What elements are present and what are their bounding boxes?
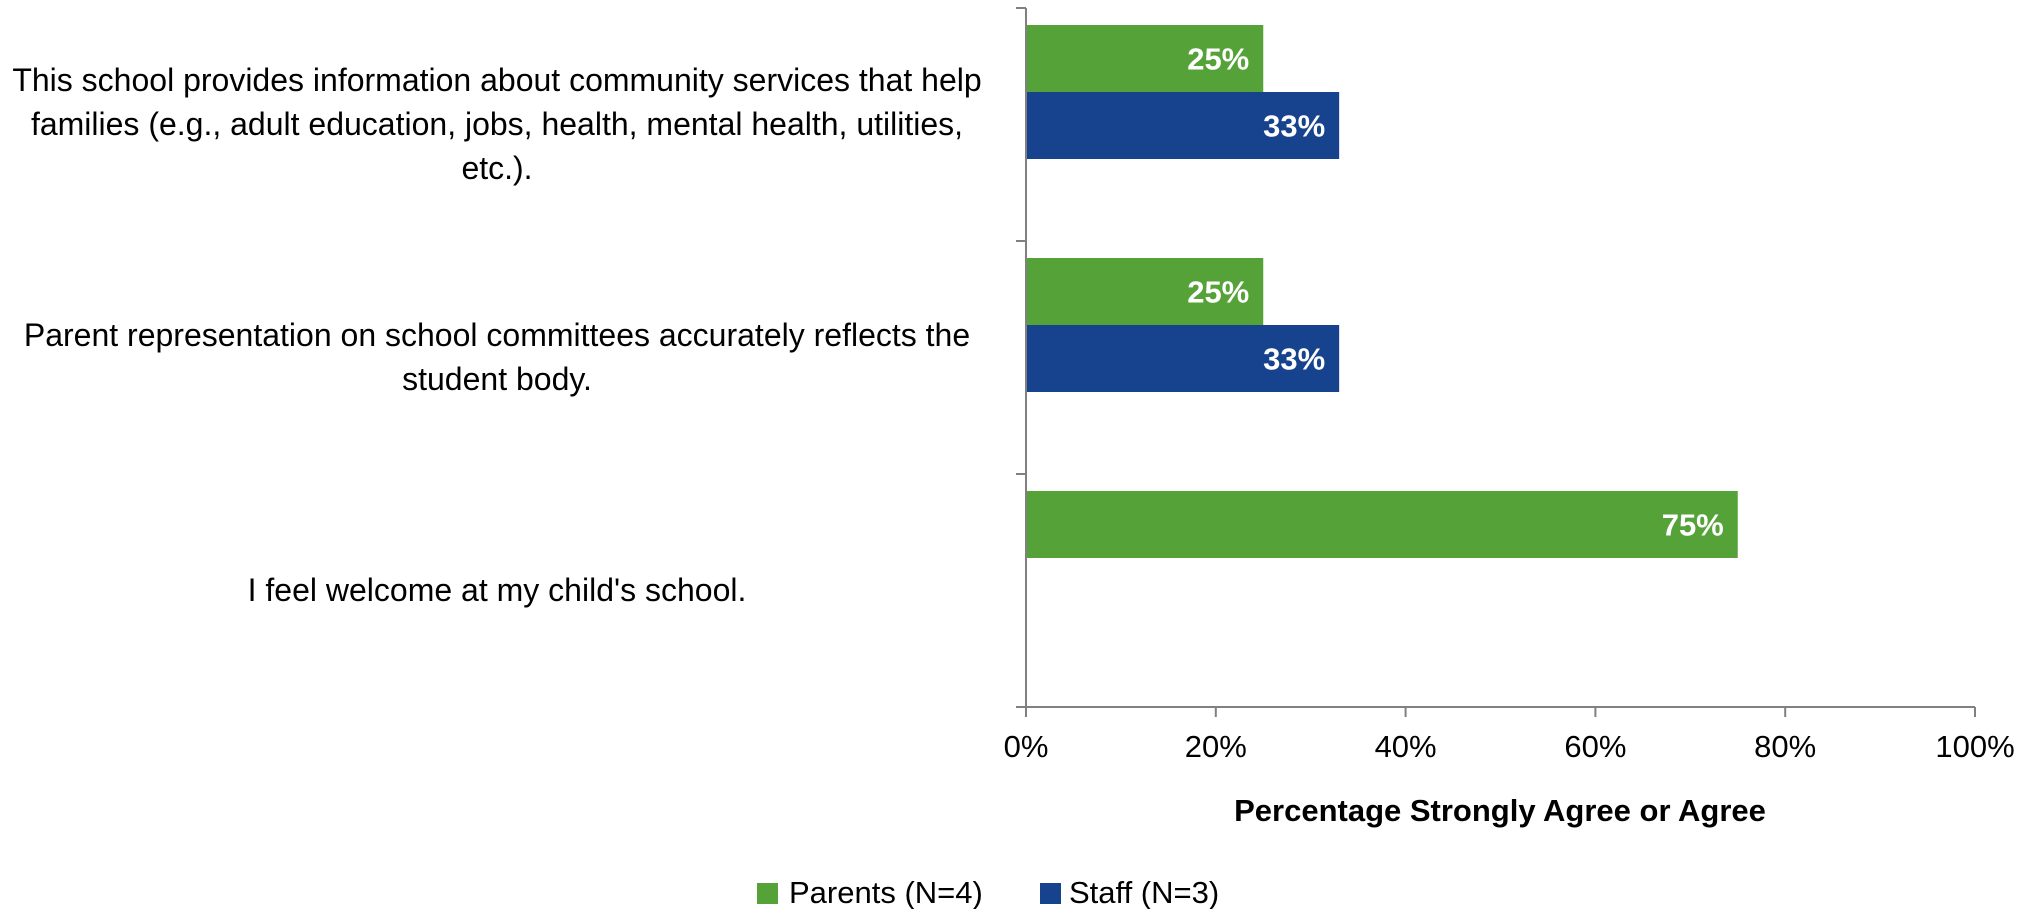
x-tick-label: 40%: [1375, 729, 1437, 764]
category-label: This school provides information about c…: [12, 62, 982, 186]
legend: Parents (N=4) Staff (N=3): [757, 875, 1219, 909]
x-tick-label: 100%: [1935, 729, 2014, 764]
bar-parents: [1026, 25, 1264, 92]
bar-parents: [1026, 258, 1264, 325]
bar-data-label: 25%: [1187, 275, 1249, 310]
ticks-layer: 0% 20% 40% 60% 80% 100%: [1004, 7, 2015, 764]
x-tick-label: 60%: [1564, 729, 1626, 764]
axis-layer: [1025, 8, 1975, 708]
bar-data-label: 75%: [1662, 508, 1724, 543]
x-tick-label: 80%: [1754, 729, 1816, 764]
category-label: Parent representation on school committe…: [23, 317, 971, 397]
legend-label-staff: Staff (N=3): [1069, 875, 1219, 909]
bar-data-label: 33%: [1263, 109, 1325, 144]
x-tick-label: 20%: [1185, 729, 1247, 764]
bar-staff: [1026, 92, 1340, 159]
legend-swatch-parents: [757, 883, 778, 904]
bar-staff: [1026, 325, 1340, 392]
category-label: I feel welcome at my child's school.: [247, 572, 747, 608]
bars-layer: 25% 33% 25% 33% 75%: [1026, 25, 1738, 558]
x-tick-label: 0%: [1004, 729, 1049, 764]
bar-data-label: 25%: [1187, 42, 1249, 77]
legend-swatch-staff: [1040, 883, 1061, 904]
legend-label-parents: Parents (N=4): [789, 875, 983, 909]
bar-parents: [1026, 491, 1738, 558]
bar-data-label: 33%: [1263, 342, 1325, 377]
x-axis-title: Percentage Strongly Agree or Agree: [1234, 793, 1766, 828]
